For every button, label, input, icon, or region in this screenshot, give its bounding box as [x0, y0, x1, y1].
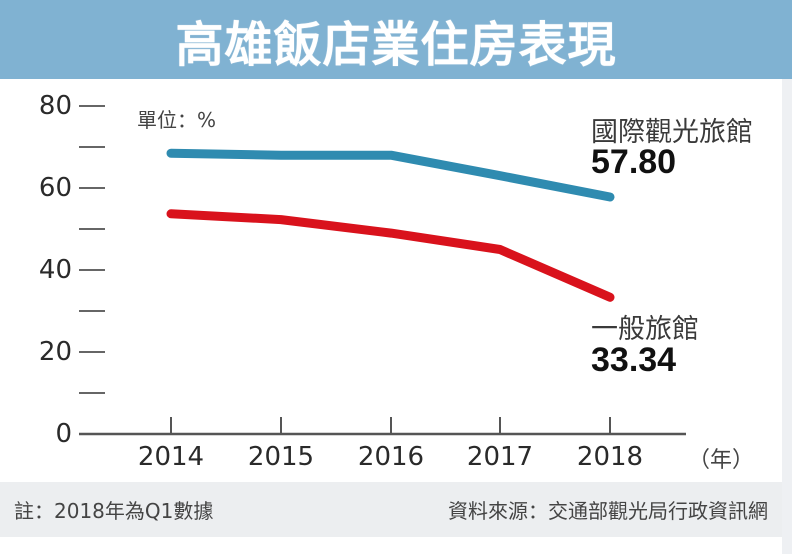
- right-border-strip: [782, 79, 792, 554]
- x-tick-label-2016: 2016: [357, 442, 425, 472]
- footer: 註：2018年為Q1數據 資料來源：交通部觀光局行政資訊網: [0, 482, 782, 537]
- series-label-general: 一般旅館: [591, 314, 699, 345]
- footer-note: 註：2018年為Q1數據: [14, 499, 214, 523]
- series-line-general: [166, 209, 615, 302]
- y-tick-label-0: 0: [55, 419, 72, 449]
- series-value-international: 57.80: [591, 143, 677, 181]
- y-axis-ticks: [79, 105, 105, 394]
- title-bar: 高雄飯店業住房表現: [0, 0, 792, 79]
- unit-label: 單位：%: [137, 108, 217, 132]
- chart-title: 高雄飯店業住房表現: [175, 16, 617, 73]
- x-tick-label-2017: 2017: [466, 442, 534, 472]
- chart-plot-area: [79, 105, 686, 436]
- y-tick-label-40: 40: [38, 255, 72, 285]
- x-axis-unit-label: （年）: [688, 448, 755, 473]
- series-line-international: [166, 148, 615, 202]
- series-label-international: 國際觀光旅館: [591, 117, 753, 148]
- y-tick-label-80: 80: [38, 91, 72, 121]
- y-tick-label-60: 60: [38, 173, 72, 203]
- footer-source: 資料來源：交通部觀光局行政資訊網: [448, 499, 768, 523]
- x-tick-label-2014: 2014: [137, 442, 205, 472]
- x-axis: [79, 417, 686, 436]
- x-tick-label-2018: 2018: [576, 442, 644, 472]
- series-value-general: 33.34: [591, 341, 677, 379]
- series-lines: [166, 148, 615, 302]
- x-tick-label-2015: 2015: [247, 442, 315, 472]
- y-tick-label-20: 20: [38, 337, 72, 367]
